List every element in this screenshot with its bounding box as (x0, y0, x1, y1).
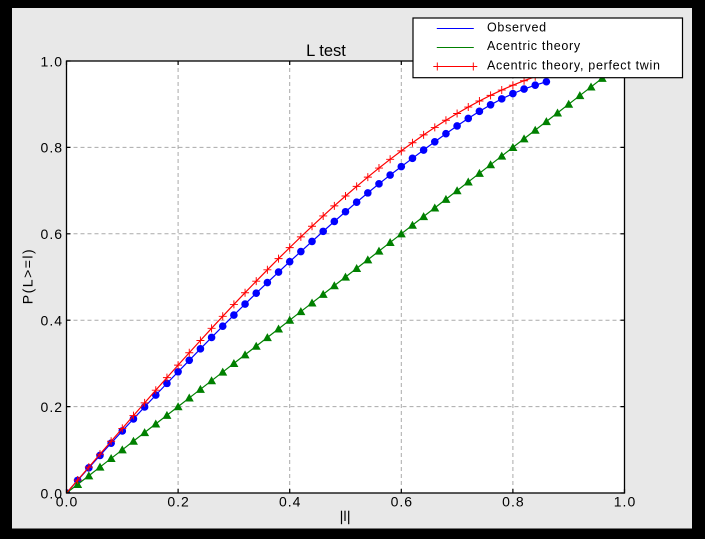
svg-text:0.6: 0.6 (391, 493, 413, 509)
svg-text:1.0: 1.0 (614, 493, 636, 509)
svg-text:0.6: 0.6 (41, 226, 63, 242)
svg-text:0.0: 0.0 (56, 493, 78, 509)
svg-text:Observed: Observed (487, 20, 547, 34)
svg-text:Acentric theory, perfect twin: Acentric theory, perfect twin (487, 59, 661, 73)
svg-text:0.2: 0.2 (167, 493, 189, 509)
svg-text:Acentric theory: Acentric theory (487, 39, 581, 53)
svg-text:0.8: 0.8 (41, 140, 63, 156)
svg-text:0.2: 0.2 (41, 399, 63, 415)
svg-text:1.0: 1.0 (41, 53, 63, 69)
svg-text:P(L>=l): P(L>=l) (20, 248, 36, 304)
svg-text:0.0: 0.0 (41, 485, 63, 501)
svg-text:0.4: 0.4 (279, 493, 301, 509)
svg-text:0.8: 0.8 (502, 493, 524, 509)
svg-text:L test: L test (306, 42, 346, 60)
svg-text:0.4: 0.4 (41, 313, 63, 329)
